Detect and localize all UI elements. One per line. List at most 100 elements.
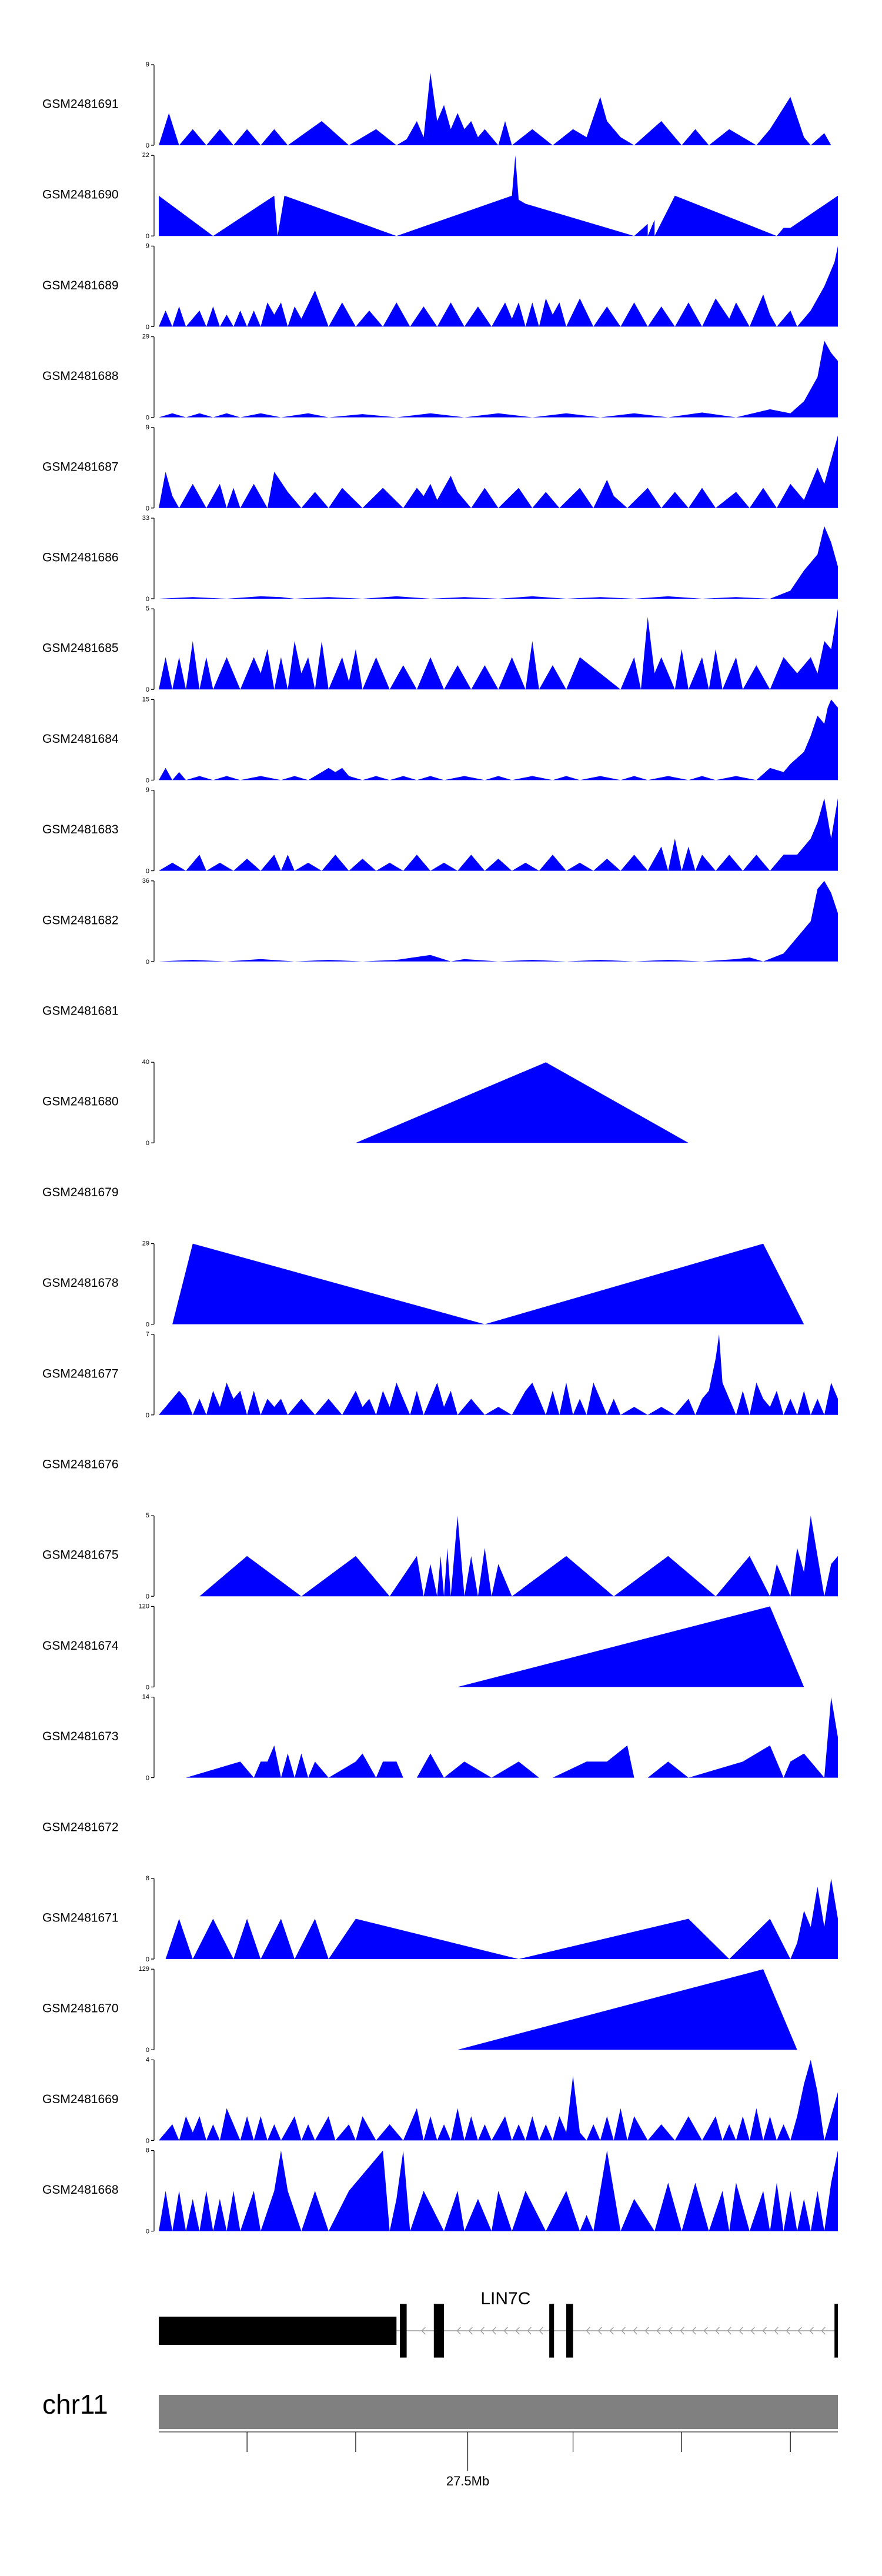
y-axis-max-label: 9	[146, 787, 149, 794]
coverage-tracks: GSM248169190GSM2481690220GSM248168990GSM…	[42, 61, 838, 2235]
y-axis-max-label: 40	[142, 1059, 149, 1066]
track-GSM2481688: GSM2481688 29 0	[42, 333, 838, 422]
track-GSM2481684: GSM2481684 15 0	[42, 696, 838, 784]
y-axis-max-label: 120	[139, 1603, 149, 1610]
gene-exon	[566, 2304, 573, 2358]
gene-exon	[549, 2304, 554, 2358]
chromosome-bar	[159, 2395, 838, 2429]
track-label: GSM2481686	[42, 551, 119, 565]
track-GSM2481673: GSM2481673 14 0	[42, 1694, 838, 1782]
coverage-area	[457, 1969, 797, 2050]
track-GSM2481683: GSM2481683 9 0	[42, 787, 838, 875]
y-axis-max-label: 36	[142, 877, 149, 885]
track-GSM2481680: GSM2481680 40 0	[42, 1059, 689, 1147]
track-GSM2481672: GSM2481672	[42, 1820, 119, 1834]
track-GSM2481682: GSM2481682 36 0	[42, 877, 838, 966]
track-GSM2481681: GSM2481681	[42, 1005, 119, 1018]
strand-arrow	[809, 2327, 814, 2335]
coverage-area	[165, 1878, 838, 1959]
y-axis-max-label: 5	[146, 605, 149, 612]
track-label: GSM2481688	[42, 369, 119, 383]
strand-arrow	[656, 2327, 661, 2335]
y-axis-zero-label: 0	[146, 505, 149, 512]
track-GSM2481668: GSM2481668 8 0	[42, 2147, 838, 2235]
y-axis-zero-label: 0	[146, 868, 149, 875]
track-GSM2481690: GSM2481690 22 0	[42, 152, 838, 240]
gene-exon	[433, 2304, 445, 2358]
track-label: GSM2481669	[42, 2093, 119, 2106]
strand-arrow	[527, 2327, 532, 2335]
strand-arrow	[633, 2327, 637, 2335]
y-axis-max-label: 33	[142, 515, 149, 522]
strand-arrow	[539, 2327, 543, 2335]
y-axis-zero-label: 0	[146, 1775, 149, 1782]
y-axis-zero-label: 0	[146, 686, 149, 693]
gene-exon	[834, 2304, 838, 2358]
track-GSM2481674: GSM2481674 120 0	[42, 1603, 804, 1691]
track-GSM2481669: GSM2481669 4 0	[42, 2056, 838, 2144]
chromosome-track: chr11 27.5Mb	[42, 2389, 838, 2488]
strand-arrow	[691, 2327, 696, 2335]
y-axis-max-label: 14	[142, 1694, 149, 1701]
coverage-area	[356, 1062, 689, 1143]
gene-annotation-track: LIN7C	[159, 2289, 838, 2358]
track-GSM2481671: GSM2481671 8 0	[42, 1875, 838, 1963]
track-GSM2481670: GSM2481670 129 0	[42, 1966, 797, 2054]
y-axis-zero-label: 0	[146, 1593, 149, 1600]
track-label: GSM2481690	[42, 188, 119, 202]
y-axis-max-label: 9	[146, 424, 149, 431]
y-axis-max-label: 22	[142, 152, 149, 159]
strand-arrow	[609, 2327, 614, 2335]
strand-arrow	[727, 2327, 731, 2335]
strand-arrow	[750, 2327, 755, 2335]
coverage-area	[159, 2060, 838, 2141]
coverage-area	[159, 880, 838, 962]
y-axis-max-label: 7	[146, 1331, 149, 1338]
strand-arrow	[492, 2327, 496, 2335]
y-axis-zero-label: 0	[146, 1956, 149, 1963]
track-label: GSM2481689	[42, 279, 119, 292]
y-axis-max-label: 8	[146, 2147, 149, 2154]
coverage-area	[159, 341, 838, 418]
strand-arrow	[456, 2327, 461, 2335]
track-label: GSM2481679	[42, 1186, 119, 1199]
coverage-area	[159, 798, 838, 871]
y-axis-zero-label: 0	[146, 959, 149, 966]
y-axis-max-label: 15	[142, 696, 149, 703]
y-axis-max-label: 8	[146, 1875, 149, 1882]
strand-arrow	[586, 2327, 590, 2335]
coverage-area	[172, 1243, 804, 1324]
coverage-area	[159, 246, 838, 327]
strand-arrow	[668, 2327, 673, 2335]
track-label: GSM2481685	[42, 642, 119, 655]
track-label: GSM2481691	[42, 98, 119, 111]
strand-arrow	[644, 2327, 649, 2335]
y-axis-max-label: 9	[146, 61, 149, 68]
track-label: GSM2481681	[42, 1005, 119, 1018]
track-GSM2481679: GSM2481679	[42, 1186, 119, 1199]
track-GSM2481687: GSM2481687 9 0	[42, 424, 838, 512]
track-GSM2481675: GSM2481675 5 0	[42, 1512, 838, 1600]
y-axis-zero-label: 0	[146, 2228, 149, 2235]
strand-arrow	[762, 2327, 767, 2335]
track-label: GSM2481684	[42, 732, 119, 746]
strand-arrow	[515, 2327, 520, 2335]
y-axis-zero-label: 0	[146, 596, 149, 603]
y-axis-zero-label: 0	[146, 1322, 149, 1329]
coverage-area	[159, 1334, 838, 1415]
strand-arrow	[503, 2327, 508, 2335]
track-GSM2481676: GSM2481676	[42, 1458, 119, 1471]
strand-arrow	[774, 2327, 779, 2335]
track-label: GSM2481673	[42, 1730, 119, 1743]
gene-exon	[400, 2304, 407, 2358]
y-axis-zero-label: 0	[146, 1140, 149, 1147]
strand-arrow	[739, 2327, 743, 2335]
gene-exon	[159, 2317, 397, 2345]
strand-arrow	[621, 2327, 626, 2335]
track-GSM2481678: GSM2481678 29 0	[42, 1240, 804, 1329]
y-axis-zero-label: 0	[146, 2047, 149, 2054]
coverage-area	[159, 2150, 838, 2231]
strand-arrow	[468, 2327, 473, 2335]
y-axis-zero-label: 0	[146, 1684, 149, 1691]
